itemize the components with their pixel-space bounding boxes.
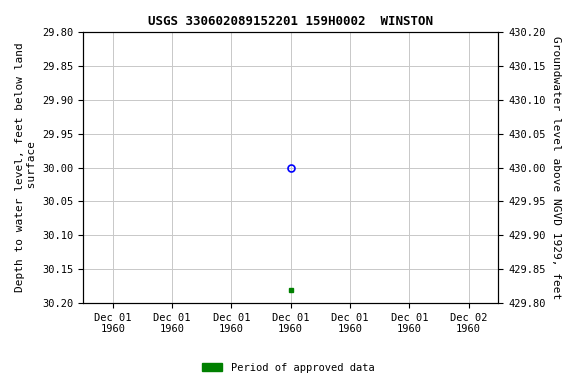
- Y-axis label: Depth to water level, feet below land
 surface: Depth to water level, feet below land su…: [15, 43, 37, 292]
- Legend: Period of approved data: Period of approved data: [198, 359, 378, 377]
- Title: USGS 330602089152201 159H0002  WINSTON: USGS 330602089152201 159H0002 WINSTON: [148, 15, 433, 28]
- Y-axis label: Groundwater level above NGVD 1929, feet: Groundwater level above NGVD 1929, feet: [551, 36, 561, 299]
